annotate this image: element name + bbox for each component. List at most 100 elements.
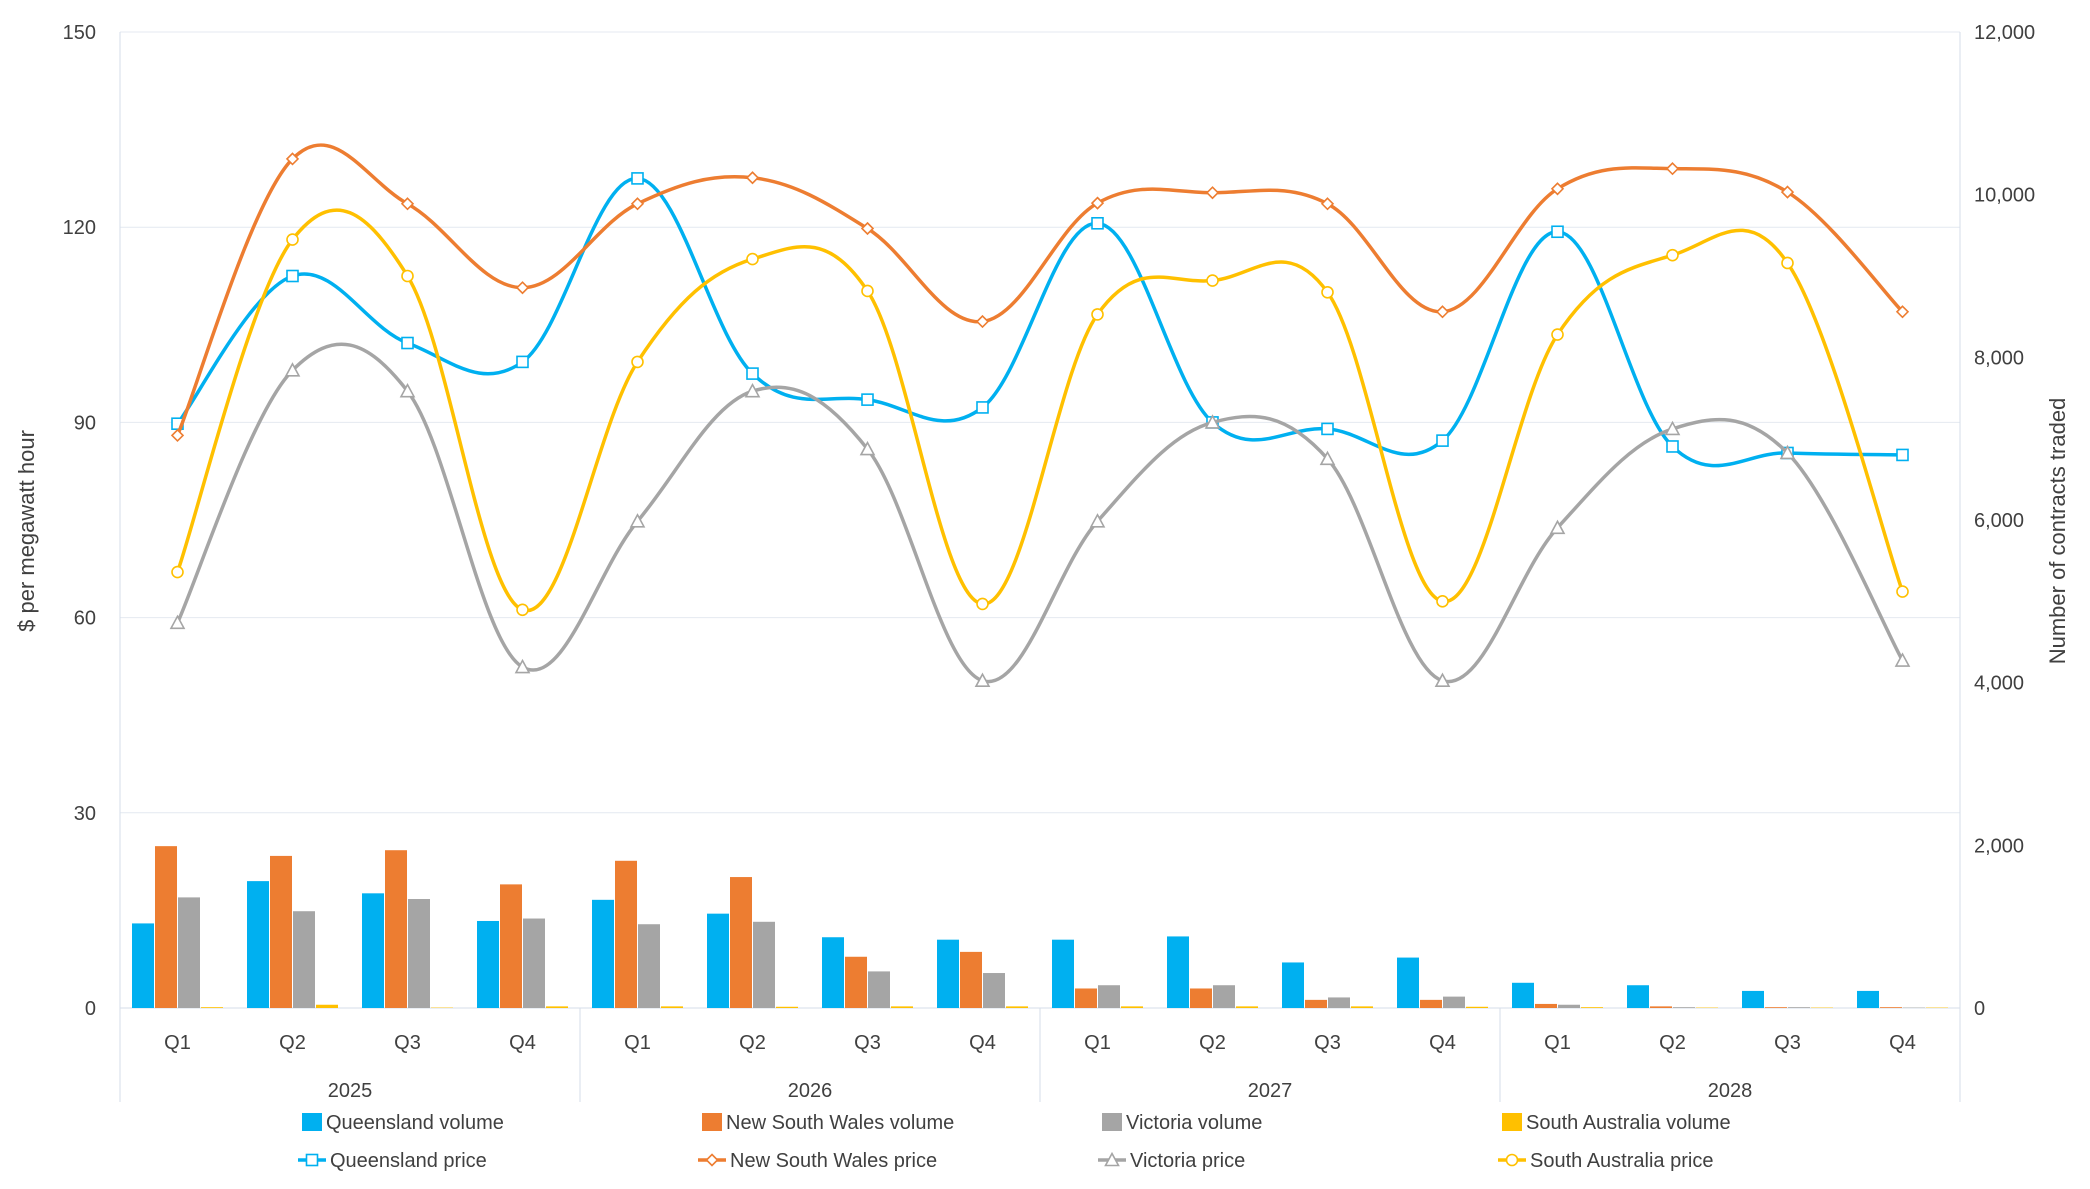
point-queensland-price: [1667, 441, 1678, 452]
bar-victoria-volume: [1673, 1007, 1695, 1008]
bar-new-south-wales-volume: [845, 957, 867, 1008]
quarter-label: Q3: [394, 1032, 421, 1054]
quarter-label: Q4: [1889, 1032, 1916, 1054]
y-right-tick-label: 10,000: [1974, 185, 2035, 207]
point-queensland-price: [1322, 423, 1333, 434]
bar-new-south-wales-volume: [1075, 988, 1097, 1008]
price-lines: [171, 145, 1909, 686]
bar-new-south-wales-volume: [270, 856, 292, 1008]
bar-south-australia-volume: [891, 1006, 913, 1008]
bar-queensland-volume: [1282, 962, 1304, 1008]
legend-marker: [1507, 1155, 1518, 1166]
point-south-australia-price: [1207, 275, 1218, 286]
bar-victoria-volume: [523, 919, 545, 1008]
y-left-tick-label: 30: [74, 803, 96, 825]
bar-south-australia-volume: [661, 1006, 683, 1008]
legend-label: Victoria volume: [1126, 1112, 1262, 1134]
bar-victoria-volume: [293, 911, 315, 1008]
bar-new-south-wales-volume: [1535, 1004, 1557, 1008]
bar-south-australia-volume: [1466, 1007, 1488, 1008]
y-right-tick-label: 12,000: [1974, 22, 2035, 44]
bar-queensland-volume: [1512, 983, 1534, 1008]
y-left-tick-label: 60: [74, 608, 96, 630]
bar-victoria-volume: [1098, 985, 1120, 1008]
quarter-label: Q2: [1659, 1032, 1686, 1054]
y-left-tick-label: 90: [74, 412, 96, 434]
y-axis-left-title: $ per megawatt hour: [14, 430, 39, 632]
bar-south-australia-volume: [1006, 1006, 1028, 1008]
bar-queensland-volume: [1397, 958, 1419, 1008]
legend-marker: [307, 1155, 318, 1166]
y-right-tick-label: 6,000: [1974, 510, 2024, 532]
bar-queensland-volume: [1627, 985, 1649, 1008]
year-label: 2027: [1248, 1080, 1293, 1102]
point-south-australia-price: [1667, 250, 1678, 261]
quarter-label: Q1: [1084, 1032, 1111, 1054]
legend-label: South Australia price: [1530, 1150, 1713, 1172]
legend-swatch: [702, 1113, 722, 1131]
point-queensland-price: [517, 356, 528, 367]
volume-bars: [132, 846, 1948, 1008]
legend-label: Queensland volume: [326, 1112, 504, 1134]
bar-queensland-volume: [477, 921, 499, 1008]
quarter-label: Q3: [1314, 1032, 1341, 1054]
bar-victoria-volume: [1788, 1007, 1810, 1008]
quarter-label: Q2: [739, 1032, 766, 1054]
bar-queensland-volume: [362, 893, 384, 1008]
point-queensland-price: [1437, 435, 1448, 446]
bar-victoria-volume: [408, 899, 430, 1008]
bar-victoria-volume: [983, 973, 1005, 1008]
point-south-australia-price: [1897, 586, 1908, 597]
point-queensland-price: [632, 173, 643, 184]
point-south-australia-price: [747, 254, 758, 265]
point-south-australia-price: [862, 285, 873, 296]
point-south-australia-price: [1092, 309, 1103, 320]
bar-victoria-volume: [868, 971, 890, 1008]
quarter-label: Q4: [1429, 1032, 1456, 1054]
bar-victoria-volume: [753, 922, 775, 1008]
point-queensland-price: [1552, 226, 1563, 237]
line-new-south-wales-price: [178, 145, 1903, 435]
bar-south-australia-volume: [1236, 1006, 1258, 1008]
bar-south-australia-volume: [201, 1007, 223, 1008]
bar-south-australia-volume: [1351, 1006, 1373, 1008]
bar-new-south-wales-volume: [615, 861, 637, 1008]
point-new-south-wales-price: [1207, 187, 1218, 198]
bar-new-south-wales-volume: [500, 884, 522, 1008]
point-south-australia-price: [1437, 596, 1448, 607]
y-right-tick-label: 0: [1974, 998, 1985, 1020]
bar-new-south-wales-volume: [960, 952, 982, 1008]
point-victoria-price: [171, 616, 184, 628]
year-label: 2028: [1708, 1080, 1753, 1102]
bar-queensland-volume: [592, 900, 614, 1008]
point-queensland-price: [1897, 449, 1908, 460]
bar-victoria-volume: [1443, 997, 1465, 1008]
bar-south-australia-volume: [776, 1007, 798, 1008]
y-right-tick-label: 2,000: [1974, 835, 2024, 857]
year-label: 2025: [328, 1080, 373, 1102]
quarter-label: Q3: [854, 1032, 881, 1054]
bar-new-south-wales-volume: [1765, 1007, 1787, 1008]
point-south-australia-price: [1782, 257, 1793, 268]
bar-south-australia-volume: [1581, 1007, 1603, 1008]
point-queensland-price: [1092, 218, 1103, 229]
bar-victoria-volume: [1558, 1005, 1580, 1008]
bar-new-south-wales-volume: [1420, 1000, 1442, 1008]
point-queensland-price: [402, 338, 413, 349]
y-left-tick-label: 120: [63, 217, 96, 239]
quarter-label: Q3: [1774, 1032, 1801, 1054]
quarter-label: Q1: [164, 1032, 191, 1054]
point-south-australia-price: [1552, 329, 1563, 340]
point-new-south-wales-price: [747, 172, 758, 183]
point-queensland-price: [862, 394, 873, 405]
y-left-tick-label: 0: [85, 998, 96, 1020]
bar-victoria-volume: [1328, 997, 1350, 1008]
y-axis-right-title: Number of contracts traded: [2045, 398, 2070, 665]
legend-swatch: [1102, 1113, 1122, 1131]
point-south-australia-price: [287, 234, 298, 245]
point-new-south-wales-price: [172, 430, 183, 441]
point-south-australia-price: [172, 567, 183, 578]
bar-queensland-volume: [1052, 940, 1074, 1008]
bar-queensland-volume: [132, 923, 154, 1008]
